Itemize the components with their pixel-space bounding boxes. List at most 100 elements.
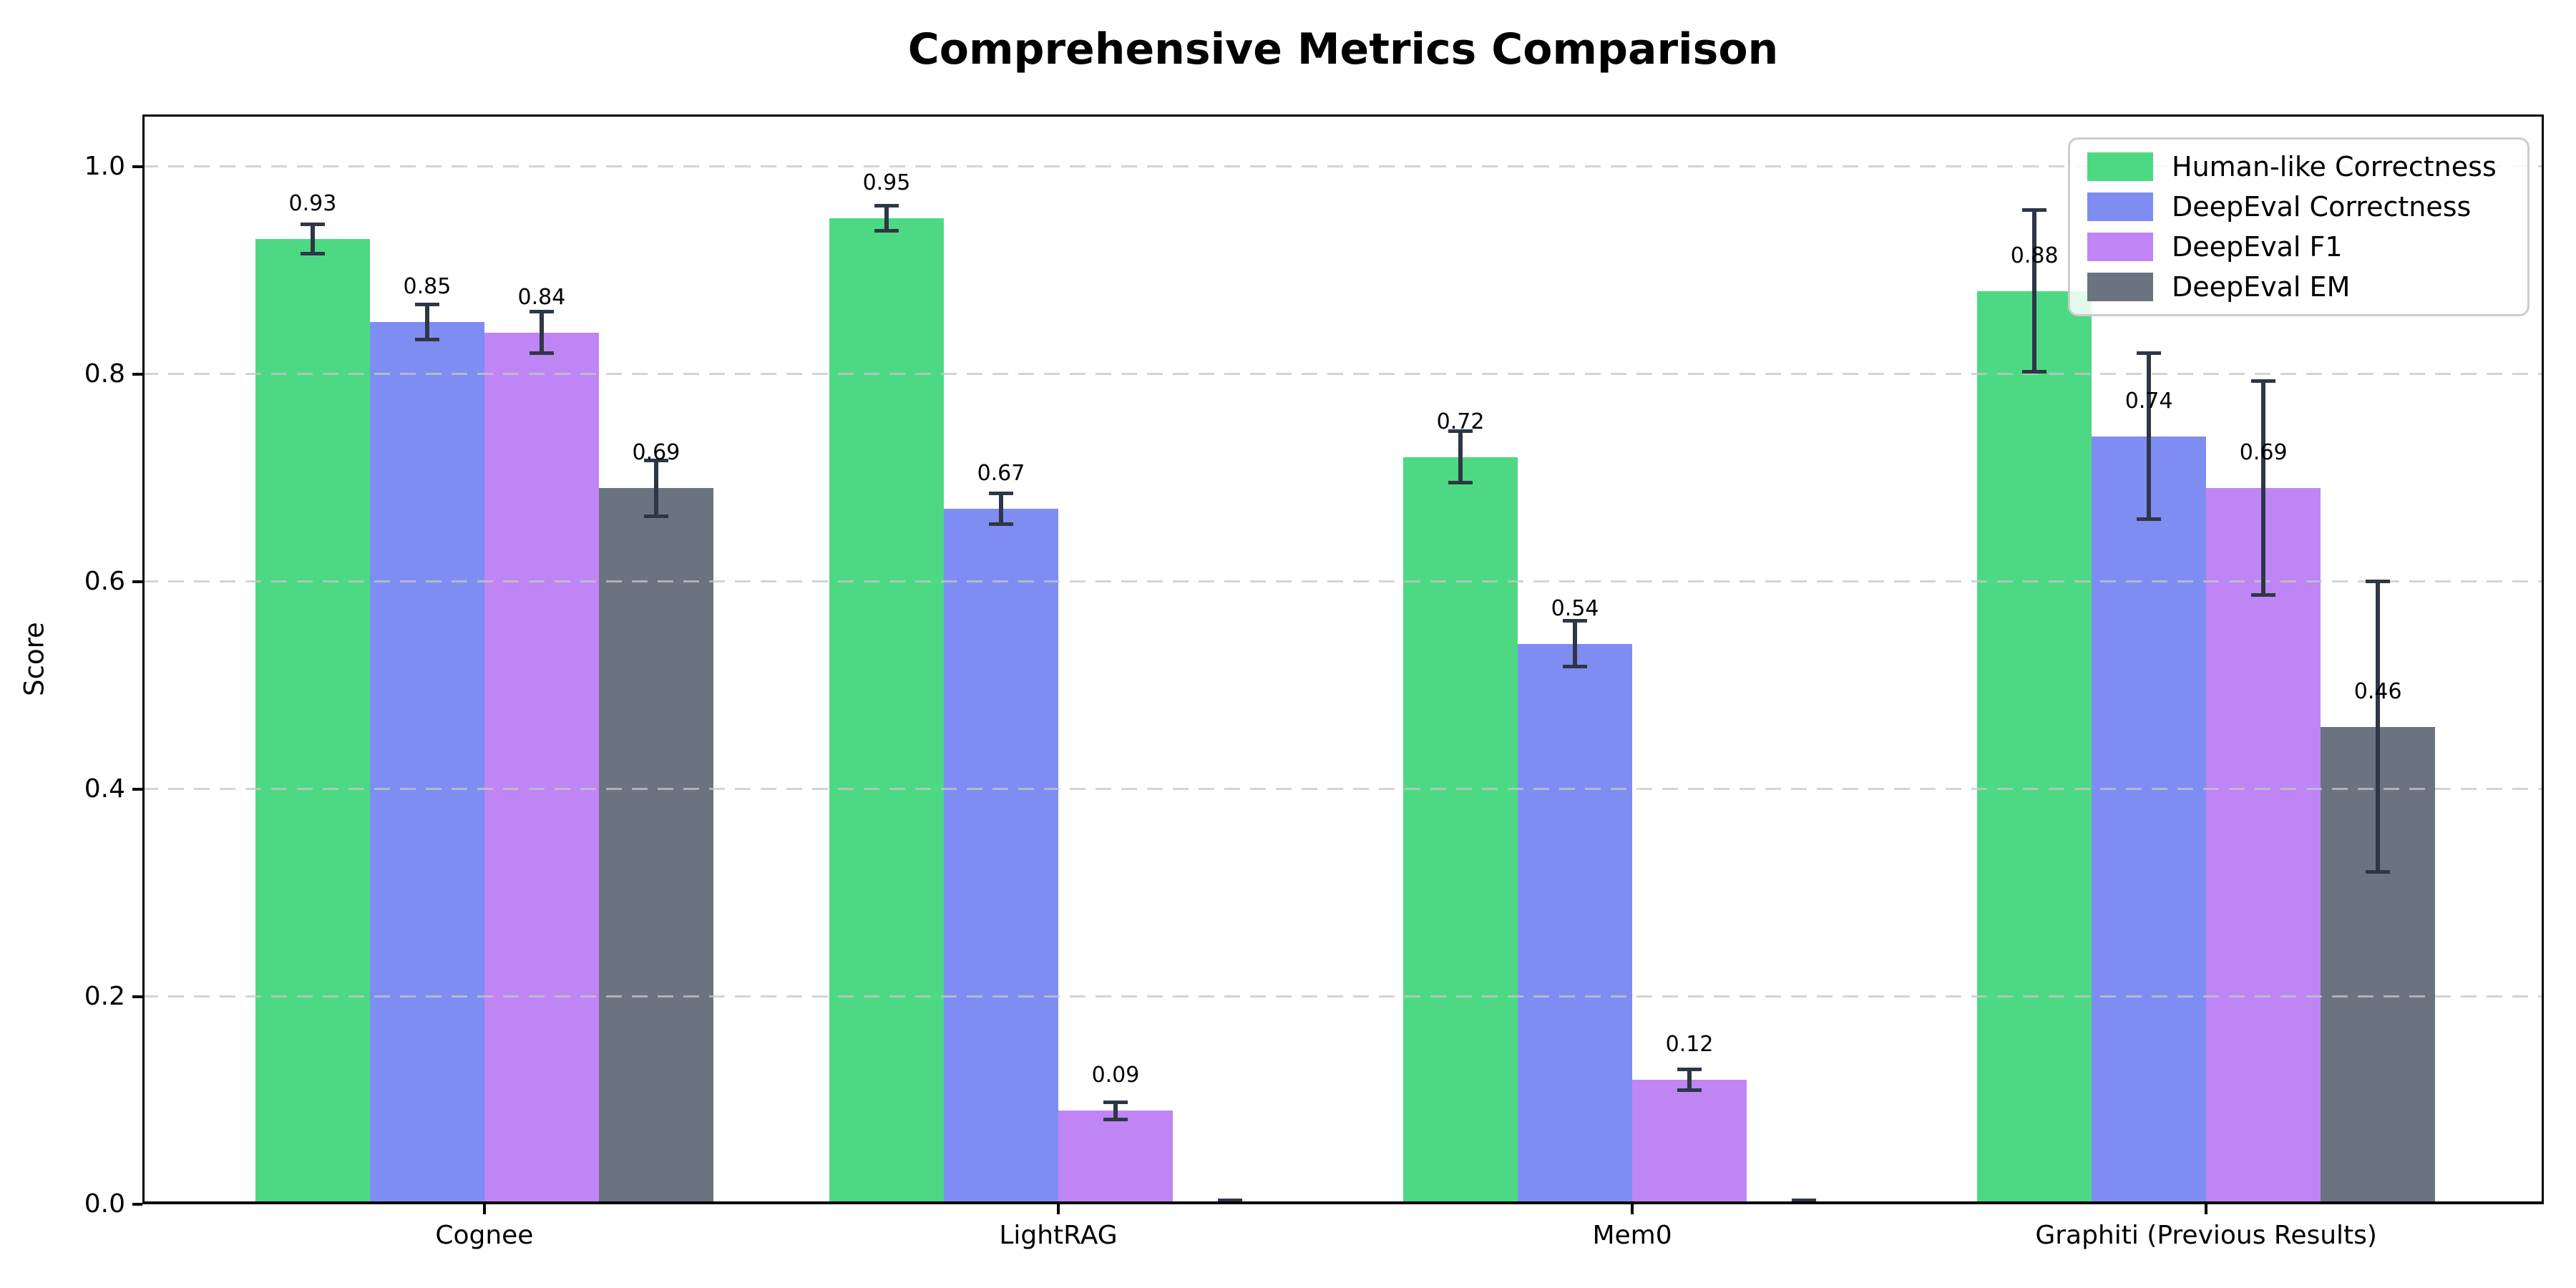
error-cap-top-human-like-correctness-lightrag	[874, 204, 899, 208]
y-tick-mark-1.0	[132, 165, 142, 168]
error-cap-top-deepeval-f1-lightrag	[1103, 1101, 1128, 1105]
error-cap-bottom-deepeval-correctness-cognee	[414, 338, 439, 342]
bar-deepeval-f1-graphiti-previous-results	[2206, 488, 2321, 1204]
bar-value-label-deepeval-f1-graphiti-previous-results: 0.69	[2239, 440, 2288, 466]
error-cap-bottom-human-like-correctness-graphiti-previous-results	[2022, 370, 2047, 374]
gridline-0.8	[142, 373, 2544, 376]
chart-title: Comprehensive Metrics Comparison	[907, 24, 1779, 74]
error-bar-deepeval-f1-mem0	[1687, 1069, 1692, 1091]
error-cap-bottom-deepeval-correctness-mem0	[1563, 665, 1588, 669]
x-tick-label-cognee: Cognee	[435, 1221, 534, 1250]
bar-deepeval-f1-cognee	[484, 332, 599, 1204]
bar-value-label-deepeval-correctness-mem0: 0.54	[1551, 595, 1599, 621]
gridline-0.4	[142, 788, 2544, 791]
y-tick-mark-0.6	[132, 580, 142, 583]
x-tick-mark-mem0	[1631, 1204, 1634, 1214]
bar-value-label-deepeval-correctness-graphiti-previous-results: 0.74	[2124, 388, 2173, 414]
x-tick-label-graphiti-previous-results: Graphiti (Previous Results)	[2035, 1221, 2377, 1250]
bar-deepeval-correctness-graphiti-previous-results	[2092, 436, 2207, 1204]
y-tick-label-1.0: 1.0	[84, 151, 125, 181]
y-tick-mark-0.4	[132, 787, 142, 791]
y-tick-mark-0.0	[132, 1203, 142, 1206]
x-tick-mark-lightrag	[1056, 1204, 1060, 1214]
gridline-0.2	[142, 995, 2544, 998]
error-cap-top-deepeval-f1-cognee	[529, 310, 554, 314]
error-cap-bottom-deepeval-em-cognee	[643, 514, 668, 518]
bar-value-label-human-like-correctness-lightrag: 0.95	[862, 170, 911, 196]
legend-label-deepeval-em: DeepEval EM	[2172, 271, 2351, 303]
bar-deepeval-correctness-cognee	[369, 322, 484, 1204]
bar-human-like-correctness-graphiti-previous-results	[1977, 291, 2092, 1204]
bar-deepeval-em-cognee	[598, 488, 713, 1204]
bar-value-label-deepeval-correctness-lightrag: 0.67	[977, 461, 1025, 487]
error-bar-deepeval-f1-cognee	[539, 311, 544, 353]
y-tick-label-0.6: 0.6	[84, 566, 125, 596]
y-axis-title: Score	[19, 622, 50, 696]
error-cap-top-human-like-correctness-mem0	[1448, 429, 1473, 433]
error-cap-top-deepeval-correctness-mem0	[1563, 619, 1588, 623]
bar-human-like-correctness-cognee	[255, 239, 370, 1204]
error-cap-top-deepeval-em-mem0	[1792, 1198, 1817, 1202]
error-cap-top-deepeval-correctness-cognee	[414, 302, 439, 306]
x-tick-label-mem0: Mem0	[1592, 1221, 1672, 1250]
error-cap-bottom-deepeval-em-graphiti-previous-results	[2366, 870, 2391, 874]
bar-value-label-deepeval-f1-cognee: 0.84	[517, 284, 566, 310]
error-cap-bottom-deepeval-correctness-graphiti-previous-results	[2137, 517, 2162, 522]
error-bar-deepeval-em-cognee	[653, 460, 658, 517]
gridline-1.0	[142, 165, 2544, 168]
top-spine	[142, 114, 2544, 117]
error-cap-bottom-deepeval-f1-cognee	[529, 351, 554, 356]
x-tick-label-lightrag: LightRAG	[999, 1221, 1118, 1250]
x-tick-mark-graphiti-previous-results	[2205, 1204, 2208, 1214]
error-cap-top-deepeval-em-graphiti-previous-results	[2366, 580, 2391, 584]
bar-value-label-human-like-correctness-mem0: 0.72	[1436, 409, 1485, 434]
right-spine	[2542, 114, 2544, 1204]
error-cap-top-deepeval-em-cognee	[643, 458, 668, 462]
legend-label-deepeval-f1: DeepEval F1	[2172, 231, 2343, 263]
bar-human-like-correctness-mem0	[1403, 457, 1518, 1204]
legend-label-human-like-correctness: Human-like Correctness	[2172, 151, 2497, 182]
legend-swatch-human-like-correctness	[2087, 152, 2153, 181]
bar-value-label-deepeval-em-graphiti-previous-results: 0.46	[2353, 678, 2402, 704]
error-cap-bottom-human-like-correctness-mem0	[1448, 481, 1473, 485]
error-bar-deepeval-f1-graphiti-previous-results	[2261, 381, 2266, 595]
bar-value-label-deepeval-f1-lightrag: 0.09	[1091, 1063, 1140, 1088]
bar-human-like-correctness-lightrag	[829, 218, 944, 1204]
error-cap-top-deepeval-f1-graphiti-previous-results	[2251, 379, 2276, 384]
bar-value-label-human-like-correctness-graphiti-previous-results: 0.88	[2010, 243, 2059, 268]
error-bar-human-like-correctness-lightrag	[884, 205, 889, 231]
error-cap-top-deepeval-em-lightrag	[1217, 1198, 1242, 1202]
y-tick-mark-0.2	[132, 995, 142, 998]
bar-deepeval-correctness-mem0	[1518, 643, 1633, 1204]
legend-item-deepeval-correctness: DeepEval Correctness	[2087, 191, 2510, 223]
error-bar-deepeval-em-graphiti-previous-results	[2376, 581, 2381, 872]
y-tick-label-0.2: 0.2	[84, 981, 125, 1011]
bar-deepeval-correctness-lightrag	[943, 509, 1058, 1204]
error-bar-human-like-correctness-cognee	[310, 224, 315, 254]
legend-item-deepeval-em: DeepEval EM	[2087, 271, 2510, 303]
bottom-spine	[142, 1201, 2544, 1204]
gridline-0.6	[142, 580, 2544, 583]
legend-swatch-deepeval-correctness	[2087, 192, 2153, 221]
error-cap-top-human-like-correctness-graphiti-previous-results	[2022, 208, 2047, 212]
error-bar-deepeval-correctness-mem0	[1573, 620, 1578, 667]
bar-deepeval-f1-lightrag	[1058, 1111, 1173, 1204]
y-tick-label-0.4: 0.4	[84, 774, 125, 804]
error-bar-deepeval-correctness-lightrag	[998, 493, 1003, 525]
bar-value-label-deepeval-em-cognee: 0.69	[632, 440, 680, 466]
bar-value-label-human-like-correctness-cognee: 0.93	[288, 191, 337, 217]
x-tick-mark-cognee	[482, 1204, 486, 1214]
error-bar-human-like-correctness-mem0	[1458, 431, 1463, 483]
bar-value-label-deepeval-f1-mem0: 0.12	[1665, 1031, 1714, 1057]
left-spine	[142, 114, 145, 1204]
error-cap-bottom-human-like-correctness-cognee	[300, 251, 325, 255]
error-bar-human-like-correctness-graphiti-previous-results	[2032, 210, 2037, 372]
error-bar-deepeval-correctness-graphiti-previous-results	[2147, 353, 2152, 519]
y-tick-label-0.0: 0.0	[84, 1189, 125, 1219]
error-bar-deepeval-correctness-cognee	[424, 304, 429, 340]
error-cap-bottom-deepeval-f1-lightrag	[1103, 1117, 1128, 1121]
error-cap-top-deepeval-correctness-lightrag	[988, 491, 1013, 495]
bar-value-label-deepeval-correctness-cognee: 0.85	[403, 274, 452, 300]
error-cap-bottom-human-like-correctness-lightrag	[874, 228, 899, 233]
